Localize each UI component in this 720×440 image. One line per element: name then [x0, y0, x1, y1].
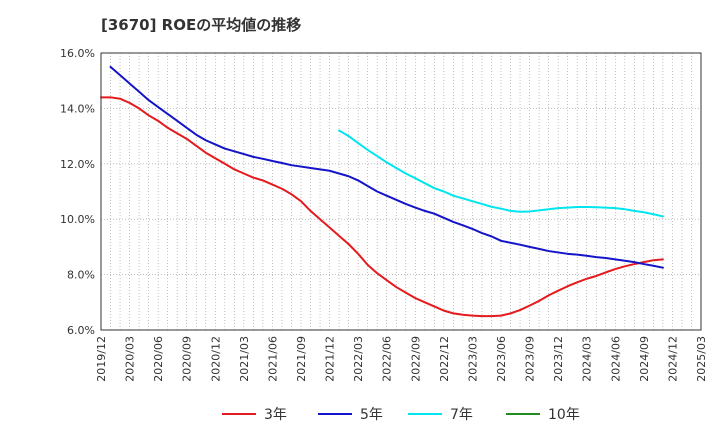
- y-tick-label: 8.0%: [67, 269, 95, 282]
- y-tick-label: 12.0%: [60, 158, 95, 171]
- series-line-3年: [100, 96, 664, 318]
- x-tick-label: 2021/06: [266, 336, 279, 382]
- legend-label: 10年: [548, 407, 580, 423]
- x-tick-label: 2023/06: [495, 336, 508, 382]
- grid: [100, 52, 702, 331]
- x-tick-label: 2020/03: [124, 336, 137, 382]
- y-tick-label: 16.0%: [60, 47, 95, 60]
- legend-label: 5年: [360, 407, 383, 423]
- x-tick-label: 2024/03: [581, 336, 594, 382]
- x-axis: 2019/12 2020/03 2020/06 2020/09 2020/12 2021/…: [95, 336, 708, 382]
- plot-frame: [100, 52, 702, 331]
- series-line-7年: [338, 129, 664, 218]
- y-axis: 6.0% 8.0% 10.0% 12.0% 14.0% 16.0%: [60, 47, 95, 337]
- y-tick-label: 6.0%: [67, 324, 95, 337]
- x-tick-label: 2023/03: [466, 336, 479, 382]
- x-tick-label: 2025/03: [695, 336, 708, 382]
- x-tick-label: 2019/12: [95, 336, 108, 382]
- chart-title: [3670] ROEの平均値の推移: [101, 16, 301, 34]
- y-tick-label: 10.0%: [60, 213, 95, 226]
- x-tick-label: 2022/12: [438, 336, 451, 382]
- legend-label: 3年: [264, 407, 287, 423]
- y-tick-label: 14.0%: [60, 102, 95, 115]
- x-tick-label: 2022/09: [409, 336, 422, 382]
- x-tick-label: 2024/09: [638, 336, 651, 382]
- legend-label: 7年: [450, 407, 473, 423]
- x-tick-label: 2021/09: [295, 336, 308, 382]
- x-tick-label: 2024/06: [609, 336, 622, 382]
- x-tick-label: 2023/09: [524, 336, 537, 382]
- x-tick-label: 2020/09: [181, 336, 194, 382]
- x-tick-label: 2020/12: [209, 336, 222, 382]
- x-tick-label: 2022/06: [381, 336, 394, 382]
- x-tick-label: 2022/03: [352, 336, 365, 382]
- x-tick-label: 2021/12: [324, 336, 337, 382]
- series-line-5年: [109, 65, 664, 269]
- x-tick-label: 2020/06: [152, 336, 165, 382]
- x-tick-label: 2024/12: [666, 336, 679, 382]
- legend: 3年 5年 7年 10年: [222, 407, 580, 423]
- x-tick-label: 2021/03: [238, 336, 251, 382]
- series-lines: [100, 65, 664, 318]
- x-tick-label: 2023/12: [552, 336, 565, 382]
